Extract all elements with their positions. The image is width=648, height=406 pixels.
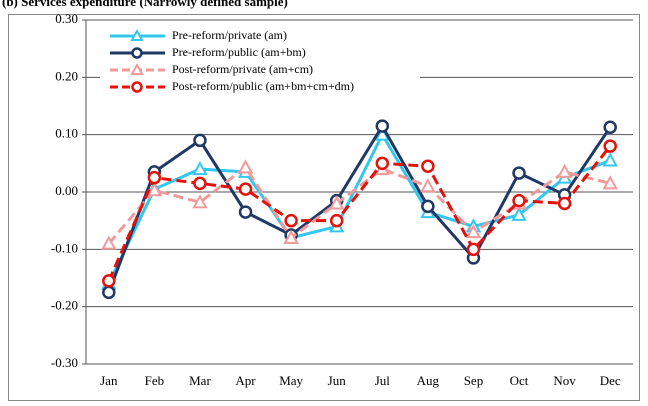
y-tick-label: -0.10: [51, 240, 78, 255]
marker: [512, 193, 526, 208]
marker: [602, 175, 618, 190]
y-tick-label: 0.20: [55, 68, 78, 83]
marker: [237, 159, 254, 174]
marker: [602, 152, 618, 167]
marker: [512, 166, 526, 180]
marker: [421, 159, 435, 173]
marker: [283, 229, 299, 244]
marker: [465, 224, 482, 239]
x-tick-label: Sep: [464, 373, 484, 388]
marker: [329, 213, 344, 228]
marker: [238, 205, 253, 219]
marker: [556, 163, 573, 178]
series-line: [107, 145, 612, 282]
marker: [238, 182, 253, 196]
chart-title: (b) Services expenditure (Narrowly defin…: [2, 0, 288, 9]
marker: [102, 274, 116, 288]
x-tick-label: May: [279, 373, 303, 388]
marker: [557, 196, 572, 211]
marker: [329, 195, 345, 210]
marker: [466, 242, 481, 257]
x-tick-label: Oct: [510, 373, 529, 388]
marker: [147, 170, 162, 185]
marker: [375, 119, 390, 133]
marker: [193, 176, 207, 191]
y-tick-label: 0.10: [55, 126, 78, 141]
x-tick-label: Apr: [235, 373, 256, 388]
x-tick-label: Jul: [375, 373, 391, 388]
marker: [375, 156, 390, 171]
y-tick-label: 0.30: [55, 11, 78, 26]
series-line: [107, 123, 612, 293]
marker: [193, 133, 207, 148]
marker: [603, 120, 617, 134]
legend-marker: [130, 28, 144, 41]
legend-label: Pre-reform/private (am): [172, 28, 287, 42]
marker: [192, 194, 208, 209]
x-tick-label: Nov: [553, 373, 576, 388]
marker: [421, 199, 435, 214]
legend-marker: [131, 47, 143, 59]
y-tick-label: 0.00: [55, 183, 78, 198]
series-line: [107, 165, 611, 245]
x-tick-label: Aug: [417, 373, 440, 388]
marker: [284, 213, 298, 228]
marker: [101, 235, 117, 250]
x-tick-label: Dec: [600, 373, 621, 388]
x-tick-label: Jan: [100, 373, 118, 388]
marker: [603, 139, 617, 153]
series-line: [107, 131, 611, 285]
marker: [511, 206, 527, 221]
x-tick-label: Feb: [145, 373, 165, 388]
x-tick-label: Jun: [328, 373, 347, 388]
x-tick-label: Mar: [189, 373, 211, 388]
marker: [102, 285, 116, 300]
marker: [192, 160, 208, 176]
legend-label: Post-reform/public (am+bm+cm+dm): [172, 79, 354, 93]
legend-marker: [131, 81, 143, 93]
legend-label: Post-reform/private (am+cm): [172, 62, 313, 76]
legend-label: Pre-reform/public (am+bm): [172, 45, 306, 59]
marker: [146, 182, 163, 197]
legend-marker: [130, 62, 144, 75]
y-tick-label: -0.30: [51, 355, 78, 370]
y-tick-label: -0.20: [51, 298, 78, 313]
marker: [420, 178, 436, 193]
